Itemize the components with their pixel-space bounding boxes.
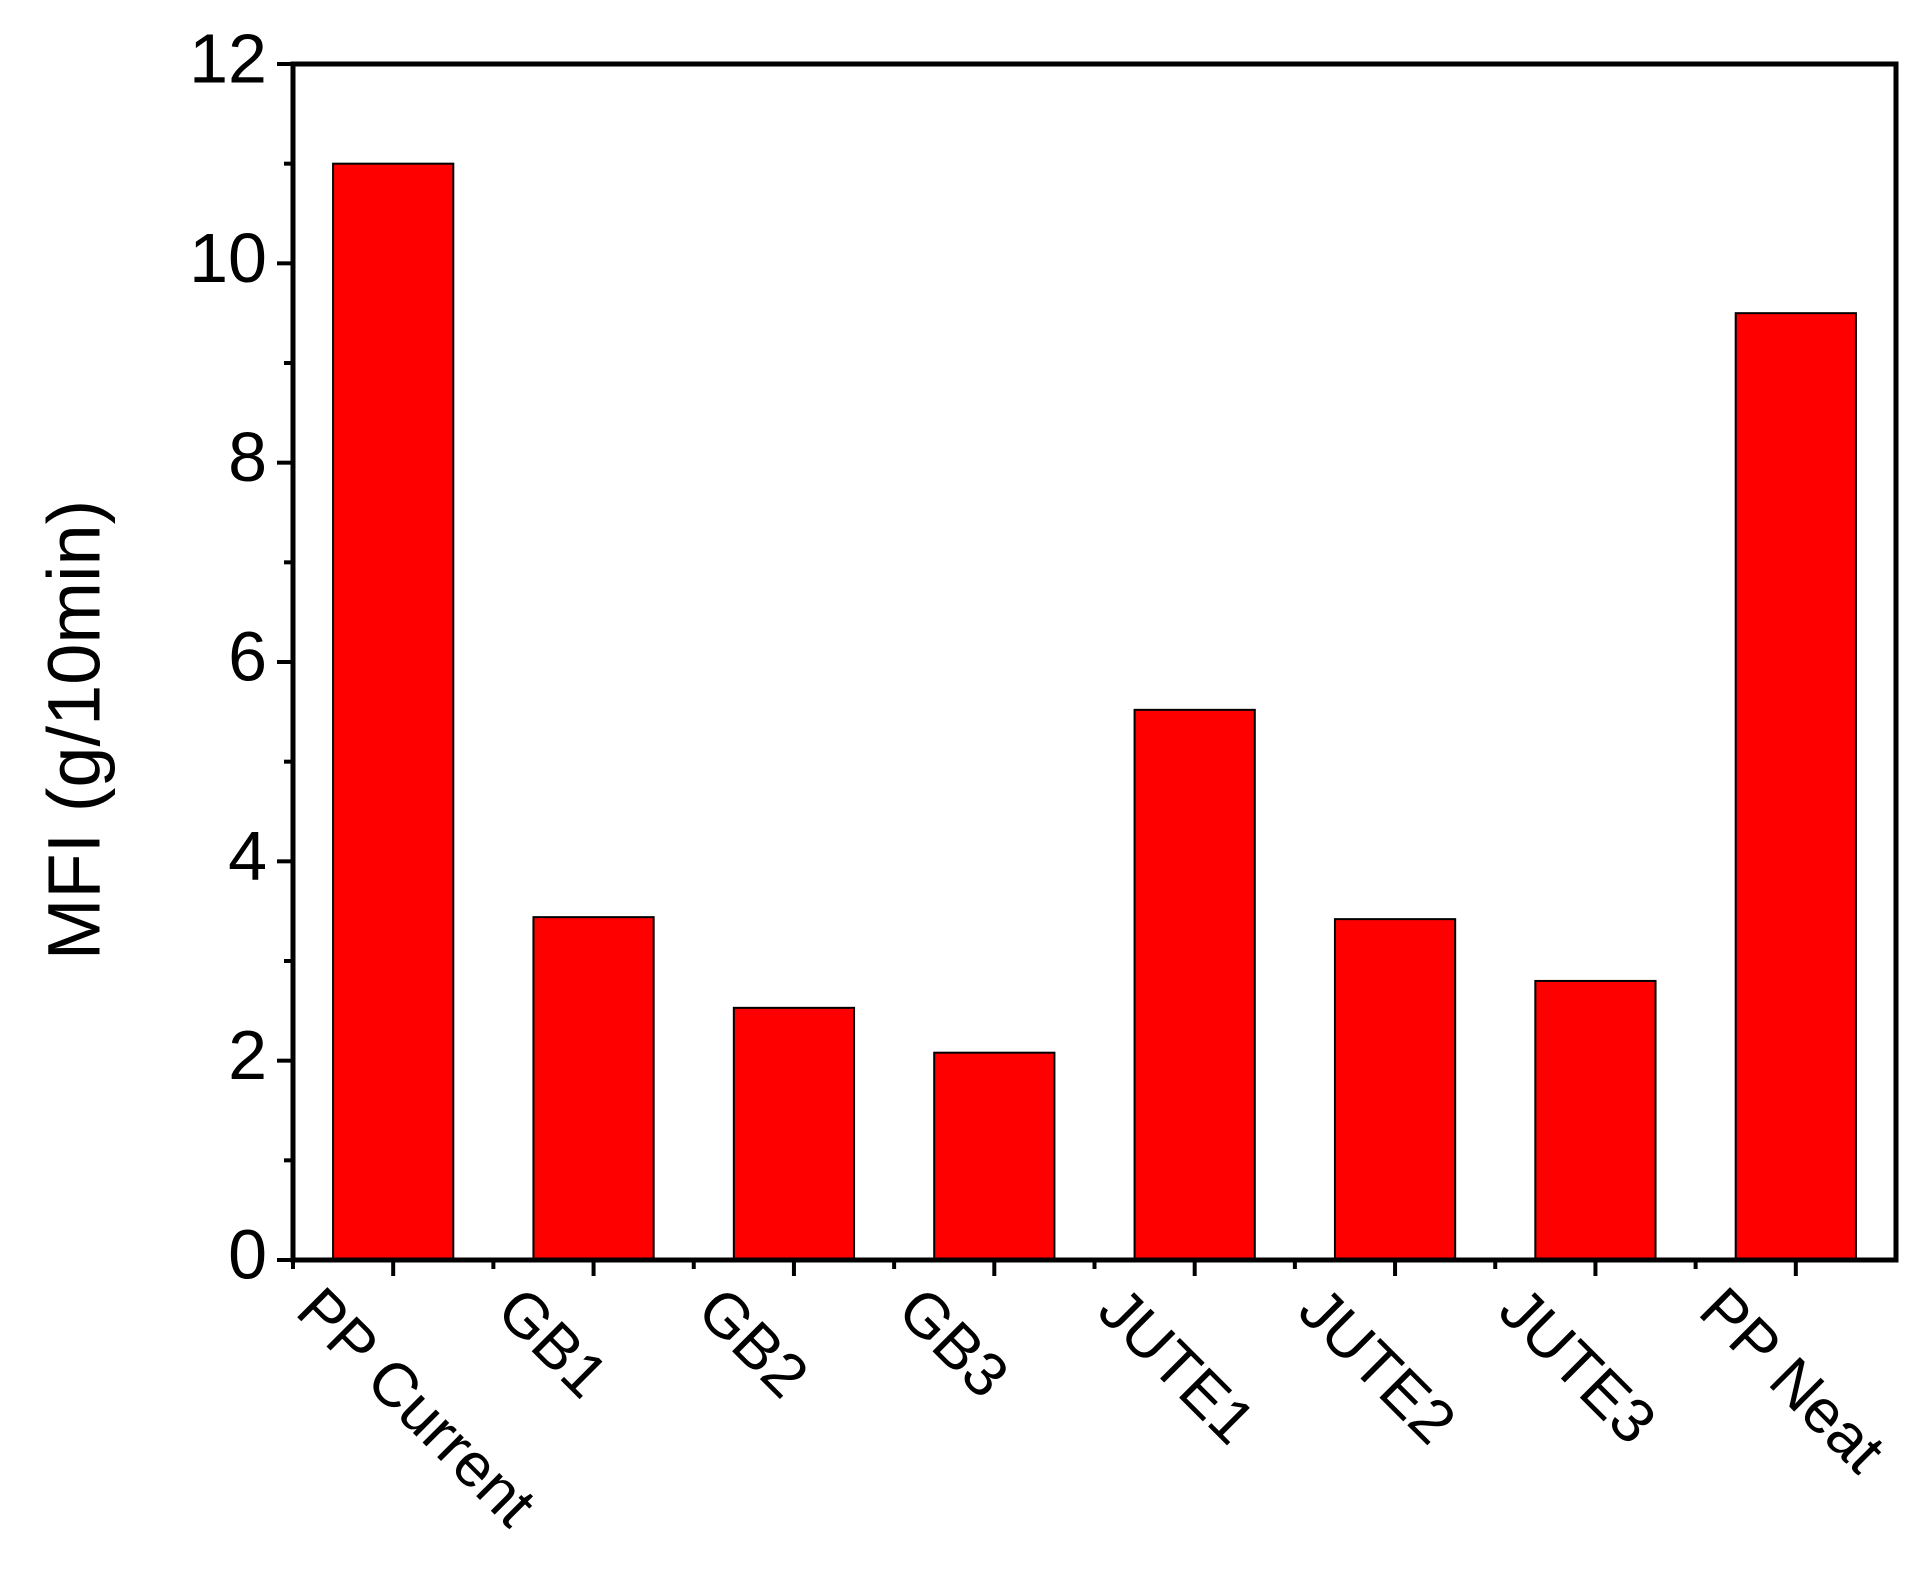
y-tick-label: 12 xyxy=(189,19,267,97)
bar xyxy=(532,916,655,1261)
x-tick-label: JUTE2 xyxy=(1286,1275,1469,1458)
x-tick-label: JUTE3 xyxy=(1486,1275,1669,1458)
bar xyxy=(1534,979,1657,1262)
y-tick-label: 2 xyxy=(228,1016,267,1094)
y-tick-label: 10 xyxy=(189,219,267,297)
bar xyxy=(332,162,455,1262)
x-tick-label: GB1 xyxy=(484,1275,621,1412)
y-tick-label: 8 xyxy=(228,418,267,496)
x-tick-label: JUTE1 xyxy=(1085,1275,1268,1458)
y-tick-label: 4 xyxy=(228,817,267,895)
x-tick-label: GB2 xyxy=(684,1275,821,1412)
bar xyxy=(933,1051,1056,1262)
y-tick-label: 0 xyxy=(228,1215,267,1293)
bar xyxy=(732,1006,856,1261)
plot-frame xyxy=(290,61,1899,1263)
bar xyxy=(1734,312,1857,1261)
y-tick-label: 6 xyxy=(228,617,267,695)
x-tick-label: GB3 xyxy=(885,1275,1022,1412)
y-axis-title: MFI (g/10min) xyxy=(33,500,116,961)
bar xyxy=(1333,918,1457,1261)
x-tick-label: PP Neat xyxy=(1686,1275,1897,1486)
bar xyxy=(1133,708,1256,1261)
